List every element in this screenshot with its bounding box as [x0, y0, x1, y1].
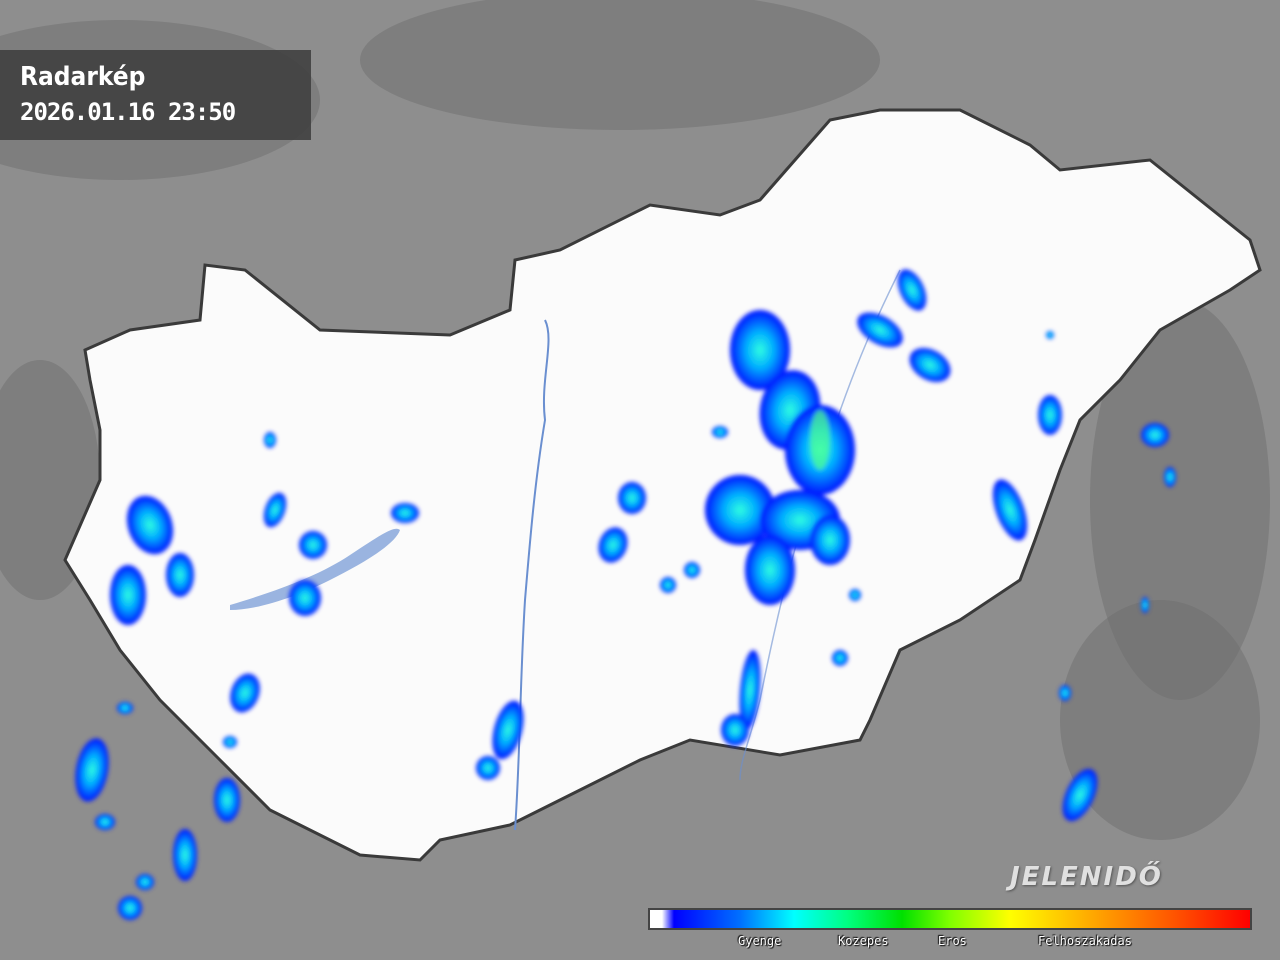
- precipitation-layer: [75, 269, 1176, 920]
- legend-label-downpour: Felhoszakadas: [1038, 934, 1132, 948]
- precipitation-echo: [1062, 768, 1098, 822]
- precipitation-echo: [705, 475, 775, 545]
- precipitation-echo: [264, 432, 276, 448]
- legend-label-moderate: Kozepes: [838, 934, 889, 948]
- precipitation-echo: [897, 269, 927, 311]
- precipitation-echo: [745, 535, 795, 605]
- map-title: Radarkép: [20, 62, 146, 92]
- precipitation-echo: [118, 896, 142, 920]
- precipitation-echo: [1141, 423, 1169, 447]
- precipitation-echo: [721, 714, 749, 746]
- precipitation-echo: [117, 702, 133, 714]
- precipitation-echo: [992, 479, 1028, 541]
- timestamp: 2026.01.16 23:50: [20, 98, 236, 126]
- brand-logo: JELENIDŐ: [1010, 862, 1163, 892]
- precipitation-echo: [289, 580, 321, 616]
- intensity-legend-bar: [648, 908, 1252, 930]
- precipitation-echo: [660, 577, 676, 593]
- precipitation-echo: [263, 492, 287, 528]
- title-panel: Radarkép 2026.01.16 23:50: [0, 50, 311, 140]
- precipitation-core: [810, 410, 830, 470]
- precipitation-echo: [832, 650, 848, 666]
- hungary-territory: [63, 108, 1262, 862]
- terrain-patch: [360, 0, 880, 130]
- terrain-patch: [1060, 600, 1260, 840]
- precipitation-echo: [299, 531, 327, 559]
- precipitation-echo: [230, 673, 260, 713]
- precipitation-echo: [126, 495, 174, 555]
- precipitation-echo: [476, 756, 500, 780]
- precipitation-echo: [214, 778, 240, 822]
- precipitation-echo: [618, 482, 646, 514]
- precipitation-echo: [598, 527, 628, 563]
- precipitation-echo: [739, 650, 761, 730]
- precipitation-echo: [492, 700, 524, 760]
- precipitation-echo: [166, 553, 194, 597]
- precipitation-echo: [75, 738, 109, 802]
- precipitation-echo: [909, 347, 951, 383]
- precipitation-echo: [391, 503, 419, 523]
- precipitation-echo: [1038, 395, 1062, 435]
- precipitation-echo: [857, 312, 903, 348]
- precipitation-echo: [810, 515, 850, 565]
- legend-label-weak: Gyenge: [738, 934, 782, 948]
- precipitation-echo: [1141, 597, 1149, 613]
- precipitation-echo: [1046, 331, 1054, 339]
- precipitation-echo: [730, 310, 790, 390]
- precipitation-echo: [1059, 685, 1071, 701]
- precipitation-echo: [1164, 467, 1176, 487]
- precipitation-echo: [849, 589, 861, 601]
- legend-label-strong: Eros: [938, 934, 967, 948]
- precipitation-echo: [110, 565, 146, 625]
- terrain-patch: [1090, 300, 1270, 700]
- precipitation-echo: [173, 829, 197, 881]
- lake-balaton: [230, 528, 400, 610]
- precipitation-echo: [712, 426, 728, 438]
- precipitation-echo: [95, 814, 115, 830]
- precipitation-echo: [136, 874, 154, 890]
- precipitation-echo: [223, 736, 237, 748]
- precipitation-echo: [684, 562, 700, 578]
